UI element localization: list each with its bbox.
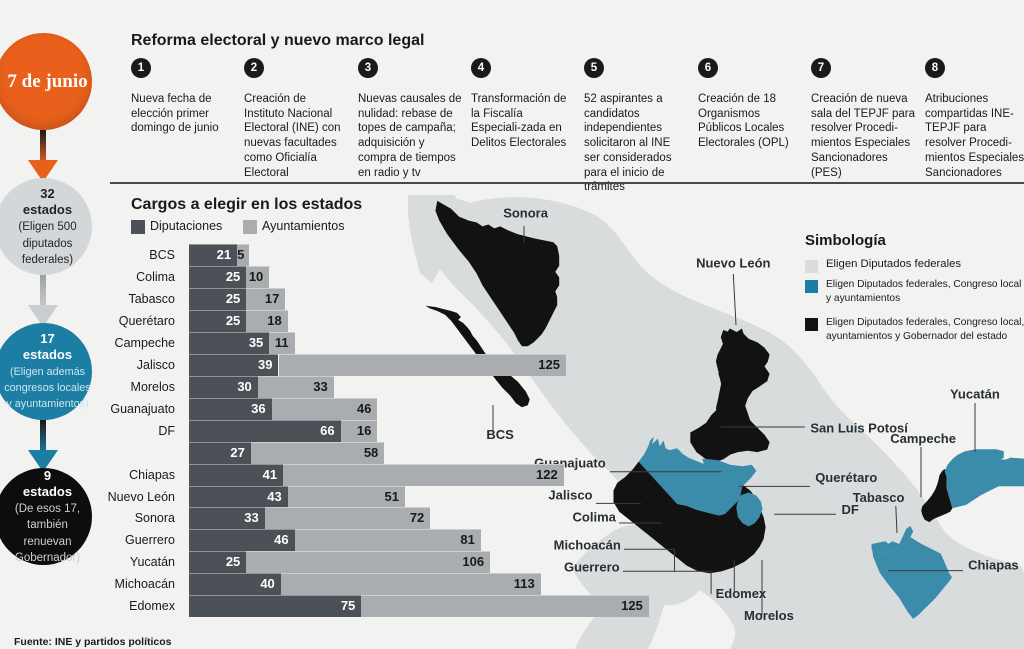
svg-text:Chiapas: Chiapas xyxy=(968,558,1019,573)
svg-text:Querétaro: Querétaro xyxy=(815,470,877,485)
svg-text:Yucatán: Yucatán xyxy=(950,387,1000,402)
svg-text:Campeche: Campeche xyxy=(890,431,956,446)
svg-text:Tabasco: Tabasco xyxy=(853,490,905,505)
svg-text:Nuevo León: Nuevo León xyxy=(696,256,770,271)
svg-text:Edomex: Edomex xyxy=(716,586,767,601)
svg-text:Morelos: Morelos xyxy=(744,608,794,623)
